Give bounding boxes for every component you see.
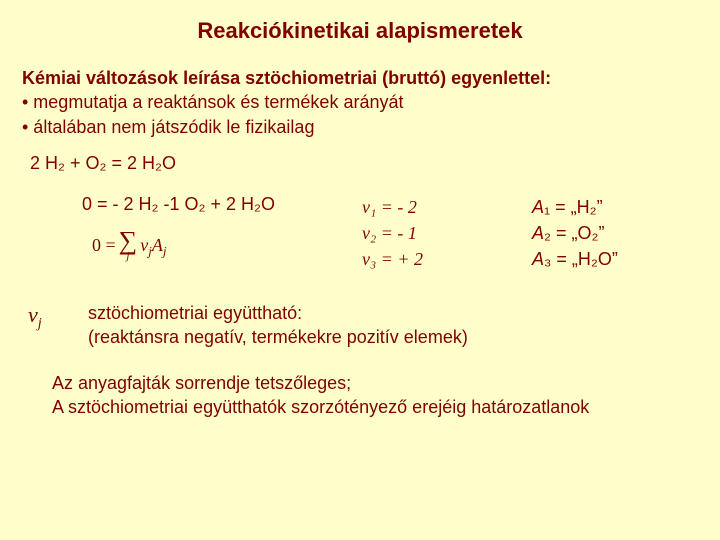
middle-columns: 0 = - 2 H₂ -1 O₂ + 2 H₂O 0 = ∑ j νj Aj ν… (82, 194, 698, 272)
nu-row-2: ν₂ = - 1 (362, 220, 532, 246)
A-row-3: A₃ = „H₂O” (532, 246, 618, 272)
closing-line1: Az anyagfajták sorrendje tetszőleges; (52, 373, 351, 393)
sum-lhs: 0 = (92, 235, 116, 256)
col-zero-eq: 0 = - 2 H₂ -1 O₂ + 2 H₂O 0 = ∑ j νj Aj (82, 194, 362, 262)
closing-text: Az anyagfajták sorrendje tetszőleges; A … (52, 371, 698, 420)
stoich-row: νj sztöchiometriai együttható: (reaktáns… (22, 302, 698, 349)
zero-equation: 0 = - 2 H₂ -1 O₂ + 2 H₂O (82, 194, 362, 215)
intro-block: Kémiai változások leírása sztöchiometria… (22, 66, 698, 139)
stoich-text: sztöchiometriai együttható: (reaktánsra … (88, 302, 468, 349)
slide: Reakciókinetikai alapismeretek Kémiai vá… (0, 0, 720, 540)
A-row-2: A₂ = „O₂” (532, 220, 618, 246)
intro-bullet2: • általában nem játszódik le fizikailag (22, 117, 314, 137)
stoich-line2: (reaktánsra negatív, termékekre pozitív … (88, 327, 468, 347)
reaction-equation: 2 H₂ + O₂ = 2 H₂O (30, 153, 698, 174)
intro-line1-bold: sztöchiometriai (bruttó) egyenlettel: (245, 68, 551, 88)
sigma-icon: ∑ j (119, 229, 138, 262)
sum-formula: 0 = ∑ j νj Aj (92, 229, 362, 262)
stoich-line1: sztöchiometriai együttható: (88, 303, 302, 323)
intro-line1-prefix: Kémiai változások leírása (22, 68, 245, 88)
slide-title: Reakciókinetikai alapismeretek (22, 18, 698, 44)
intro-bullet1: • megmutatja a reaktánsok és termékek ar… (22, 92, 403, 112)
sum-A: Aj (152, 235, 167, 256)
col-A: A₁ = „H₂” A₂ = „O₂” A₃ = „H₂O” (532, 194, 618, 272)
col-nu: ν₁ = - 2 ν₂ = - 1 ν₃ = + 2 (362, 194, 532, 272)
nu-row-1: ν₁ = - 2 (362, 194, 532, 220)
closing-line2: A sztöchiometriai együtthatók szorzótény… (52, 397, 589, 417)
A-row-1: A₁ = „H₂” (532, 194, 618, 220)
sum-nu: νj (140, 235, 152, 256)
nu-row-3: ν₃ = + 2 (362, 246, 532, 272)
nuj-symbol: νj (22, 302, 88, 328)
